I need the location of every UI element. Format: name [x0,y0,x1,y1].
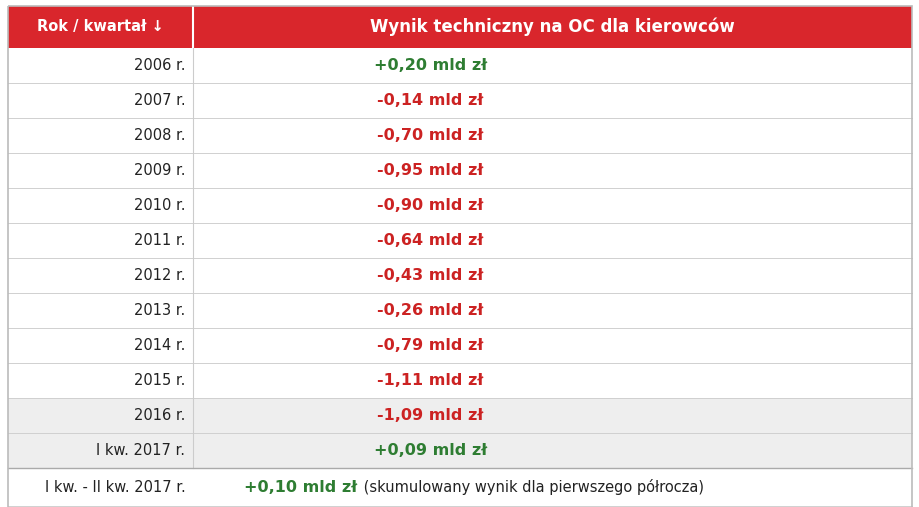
Bar [8,293,911,328]
Text: 2007 r.: 2007 r. [133,93,185,108]
Bar [8,363,911,398]
Text: +0,09 mld zł: +0,09 mld zł [373,443,486,458]
Bar [8,6,911,48]
Bar [8,118,911,153]
Text: (skumulowany wynik dla pierwszego półrocza): (skumulowany wynik dla pierwszego półroc… [358,479,703,495]
Text: -1,09 mld zł: -1,09 mld zł [377,408,483,423]
Bar [8,506,911,507]
Text: I kw. 2017 r.: I kw. 2017 r. [96,443,185,458]
Bar [8,328,911,363]
Text: -0,14 mld zł: -0,14 mld zł [377,93,483,108]
Text: Rok / kwartał ↓: Rok / kwartał ↓ [38,19,164,34]
Bar [8,398,911,433]
Text: 2010 r.: 2010 r. [133,198,185,213]
Text: 2009 r.: 2009 r. [133,163,185,178]
Text: Wynik techniczny na OC dla kierowców: Wynik techniczny na OC dla kierowców [369,18,734,36]
Bar [8,468,911,506]
Bar [8,223,911,258]
Bar [8,153,911,188]
Text: -1,11 mld zł: -1,11 mld zł [377,373,483,388]
Text: -0,26 mld zł: -0,26 mld zł [377,303,483,318]
Text: -0,90 mld zł: -0,90 mld zł [377,198,483,213]
Text: 2014 r.: 2014 r. [134,338,185,353]
Bar [8,188,911,223]
Bar [8,258,911,293]
Bar [8,83,911,118]
Bar [8,48,911,83]
Text: 2008 r.: 2008 r. [133,128,185,143]
Text: I kw. - II kw. 2017 r.: I kw. - II kw. 2017 r. [44,480,185,494]
Text: 2016 r.: 2016 r. [134,408,185,423]
Text: 2013 r.: 2013 r. [134,303,185,318]
Text: 2015 r.: 2015 r. [134,373,185,388]
Text: 2012 r.: 2012 r. [133,268,185,283]
Text: 2006 r.: 2006 r. [133,58,185,73]
Text: 2011 r.: 2011 r. [134,233,185,248]
Text: +0,10 mld zł: +0,10 mld zł [244,480,357,494]
Text: -0,95 mld zł: -0,95 mld zł [377,163,483,178]
Text: -0,79 mld zł: -0,79 mld zł [377,338,483,353]
Text: -0,64 mld zł: -0,64 mld zł [377,233,483,248]
Text: -0,43 mld zł: -0,43 mld zł [377,268,483,283]
Text: +0,20 mld zł: +0,20 mld zł [373,58,486,73]
Bar [8,433,911,468]
Text: -0,70 mld zł: -0,70 mld zł [377,128,483,143]
